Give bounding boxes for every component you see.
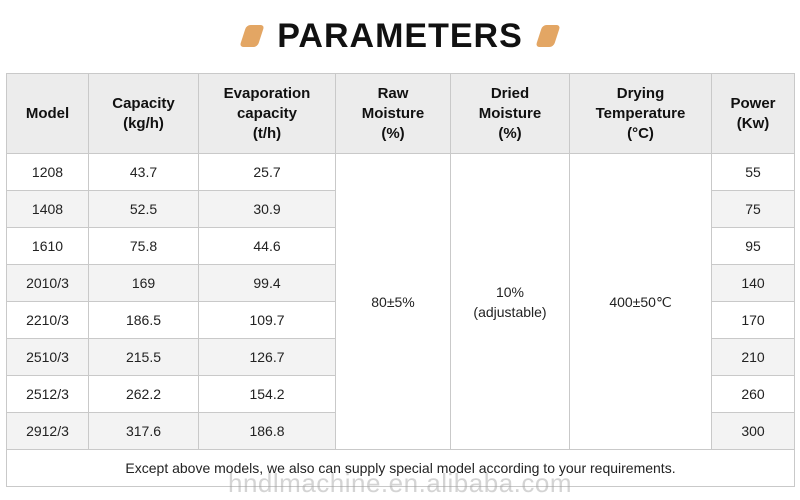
power-cell: 55	[711, 153, 795, 191]
drying-temperature-cell: 400±50℃	[569, 153, 712, 450]
table-row: 2010/3 169 99.4 140	[6, 264, 795, 302]
power-cell: 260	[711, 375, 795, 413]
left-decoration-icon	[239, 25, 265, 47]
capacity-cell: 52.5	[88, 190, 199, 228]
power-cell: 95	[711, 227, 795, 265]
evaporation-cell: 154.2	[198, 375, 336, 413]
model-cell: 1408	[6, 190, 89, 228]
evaporation-cell: 30.9	[198, 190, 336, 228]
power-cell: 210	[711, 338, 795, 376]
header-capacity: Capacity (kg/h)	[88, 73, 199, 154]
table-row: 1610 75.8 44.6 95	[6, 227, 795, 265]
header-raw-moisture: Raw Moisture (%)	[335, 73, 451, 154]
power-cell: 140	[711, 264, 795, 302]
capacity-cell: 317.6	[88, 412, 199, 450]
raw-moisture-cell: 80±5%	[335, 153, 451, 450]
model-cell: 2210/3	[6, 301, 89, 339]
note-row: Except above models, we also can supply …	[6, 449, 795, 487]
title-row: PARAMETERS	[0, 0, 800, 72]
capacity-cell: 75.8	[88, 227, 199, 265]
evaporation-cell: 126.7	[198, 338, 336, 376]
header-dried-moisture: Dried Moisture (%)	[450, 73, 570, 154]
table-row: 2912/3 317.6 186.8 300	[6, 412, 795, 450]
header-drying-temperature: Drying Temperature (°C)	[569, 73, 712, 154]
evaporation-cell: 109.7	[198, 301, 336, 339]
model-cell: 1208	[6, 153, 89, 191]
page-title: PARAMETERS	[277, 16, 523, 55]
model-cell: 1610	[6, 227, 89, 265]
evaporation-cell: 186.8	[198, 412, 336, 450]
header-power: Power (Kw)	[711, 73, 795, 154]
right-decoration-icon	[535, 25, 561, 47]
model-cell: 2510/3	[6, 338, 89, 376]
evaporation-cell: 44.6	[198, 227, 336, 265]
power-cell: 75	[711, 190, 795, 228]
evaporation-cell: 25.7	[198, 153, 336, 191]
table-row: 1408 52.5 30.9 75	[6, 190, 795, 228]
capacity-cell: 262.2	[88, 375, 199, 413]
model-cell: 2010/3	[6, 264, 89, 302]
table-row: 2510/3 215.5 126.7 210	[6, 338, 795, 376]
power-cell: 300	[711, 412, 795, 450]
header-row: Model Capacity (kg/h) Evaporation capaci…	[6, 73, 795, 154]
table-row: 1208 43.7 25.7 80±5% 10% (adjustable) 40…	[6, 153, 795, 450]
power-cell: 170	[711, 301, 795, 339]
evaporation-cell: 99.4	[198, 264, 336, 302]
capacity-cell: 186.5	[88, 301, 199, 339]
model-cell: 2512/3	[6, 375, 89, 413]
parameters-table: Model Capacity (kg/h) Evaporation capaci…	[6, 73, 795, 487]
capacity-cell: 169	[88, 264, 199, 302]
capacity-cell: 43.7	[88, 153, 199, 191]
header-model: Model	[6, 73, 89, 154]
footnote: Except above models, we also can supply …	[6, 449, 795, 487]
table-row: 2210/3 186.5 109.7 170	[6, 301, 795, 339]
table-row: 2512/3 262.2 154.2 260	[6, 375, 795, 413]
dried-moisture-cell: 10% (adjustable)	[450, 153, 570, 450]
model-cell: 2912/3	[6, 412, 89, 450]
header-evaporation-capacity: Evaporation capacity (t/h)	[198, 73, 336, 154]
capacity-cell: 215.5	[88, 338, 199, 376]
